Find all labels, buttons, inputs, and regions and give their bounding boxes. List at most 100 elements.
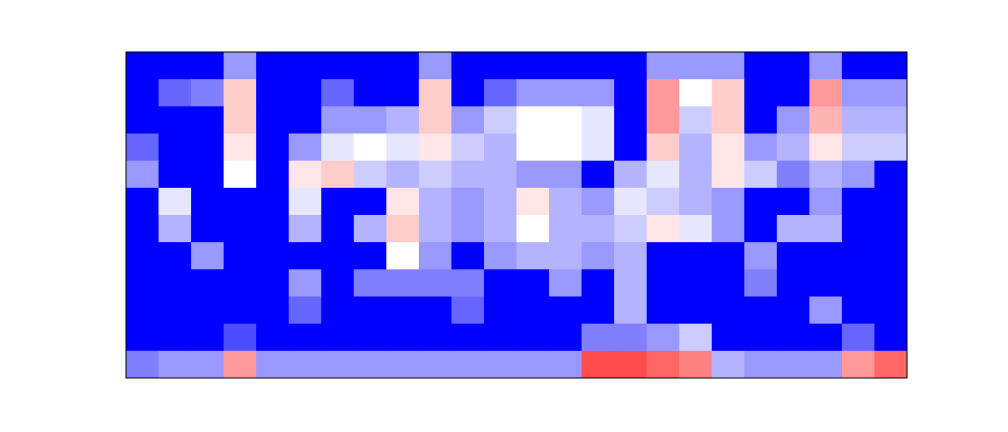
heatmap-cell	[223, 242, 257, 270]
heatmap-cell	[451, 215, 485, 243]
heatmap-cell	[776, 296, 810, 325]
heatmap-cell	[483, 79, 517, 107]
heatmap-cell	[581, 106, 615, 134]
heatmap-cell	[451, 323, 485, 352]
heatmap-cell	[874, 215, 908, 243]
heatmap-cell	[776, 79, 810, 107]
heatmap-cell	[451, 187, 485, 216]
heatmap-cell	[776, 242, 810, 270]
heatmap-cell	[418, 323, 452, 352]
heatmap-cell	[744, 187, 778, 216]
heatmap-cell	[386, 79, 420, 107]
heatmap-cell	[191, 215, 225, 243]
heatmap-cell	[614, 350, 648, 379]
heatmap-cell	[679, 52, 713, 80]
heatmap-cell	[451, 79, 485, 107]
heatmap-cell	[776, 215, 810, 243]
heatmap-cell	[809, 350, 843, 379]
heatmap-cell	[126, 323, 160, 352]
heatmap-cell	[809, 242, 843, 270]
heatmap-cell	[451, 350, 485, 379]
heatmap-cell	[679, 242, 713, 270]
heatmap-cell	[549, 133, 583, 162]
heatmap-cell	[516, 160, 550, 189]
heatmap-cell	[256, 242, 290, 270]
heatmap-cell	[321, 160, 355, 189]
heatmap-cell	[418, 106, 452, 134]
heatmap-cell	[679, 323, 713, 352]
heatmap-cell	[158, 296, 192, 325]
heatmap-cell	[418, 160, 452, 189]
heatmap-cell	[288, 323, 322, 352]
heatmap-cell	[841, 242, 875, 270]
heatmap-cell	[158, 215, 192, 243]
heatmap-cell	[451, 269, 485, 297]
heatmap-cell	[256, 187, 290, 216]
heatmap-cell	[744, 133, 778, 162]
heatmap-cell	[874, 160, 908, 189]
heatmap-cell	[256, 106, 290, 134]
heatmap-cell	[126, 187, 160, 216]
heatmap-cell	[191, 106, 225, 134]
heatmap-cell	[223, 160, 257, 189]
heatmap-cell	[288, 52, 322, 80]
heatmap-cell	[386, 187, 420, 216]
heatmap-cell	[581, 187, 615, 216]
heatmap-cell	[126, 79, 160, 107]
heatmap-cell	[288, 79, 322, 107]
heatmap-cell	[711, 296, 745, 325]
heatmap-cell	[451, 160, 485, 189]
heatmap-cell	[874, 323, 908, 352]
heatmap-cell	[191, 296, 225, 325]
heatmap-cell	[483, 296, 517, 325]
heatmap-cell	[158, 79, 192, 107]
heatmap-cell	[353, 187, 387, 216]
heatmap-cell	[223, 296, 257, 325]
heatmap-cell	[711, 160, 745, 189]
heatmap-cell	[158, 187, 192, 216]
heatmap-cell	[614, 133, 648, 162]
heatmap-cell	[386, 323, 420, 352]
heatmap-cell	[776, 187, 810, 216]
heatmap-cell	[321, 350, 355, 379]
heatmap-cell	[809, 296, 843, 325]
heatmap-cell	[581, 296, 615, 325]
heatmap-cell	[386, 242, 420, 270]
heatmap-cell	[711, 79, 745, 107]
heatmap-cell	[516, 187, 550, 216]
heatmap-cell	[744, 52, 778, 80]
heatmap-cell	[874, 133, 908, 162]
heatmap-cell	[776, 269, 810, 297]
heatmap-cell	[223, 106, 257, 134]
heatmap-cell	[191, 323, 225, 352]
heatmap-cell	[321, 215, 355, 243]
heatmap-cell	[711, 187, 745, 216]
heatmap-cell	[321, 79, 355, 107]
heatmap-cell	[776, 323, 810, 352]
heatmap-cell	[353, 350, 387, 379]
heatmap-cell	[614, 106, 648, 134]
heatmap-cell	[841, 296, 875, 325]
heatmap-cell	[646, 52, 680, 80]
heatmap-cell	[353, 52, 387, 80]
heatmap-cell	[744, 79, 778, 107]
heatmap-cell	[679, 133, 713, 162]
heatmap-cell	[614, 187, 648, 216]
heatmap-cell	[711, 133, 745, 162]
heatmap-cell	[256, 79, 290, 107]
heatmap-cell	[418, 296, 452, 325]
heatmap-cell	[191, 160, 225, 189]
heatmap-cell	[581, 160, 615, 189]
heatmap-cell	[809, 52, 843, 80]
heatmap-cell	[809, 160, 843, 189]
heatmap-cell	[191, 133, 225, 162]
heatmap-cell	[549, 242, 583, 270]
heatmap-cell	[841, 160, 875, 189]
heatmap-cell	[126, 160, 160, 189]
heatmap-cell	[158, 52, 192, 80]
heatmap-cell	[158, 242, 192, 270]
heatmap-cell	[386, 160, 420, 189]
heatmap-cell	[581, 215, 615, 243]
heatmap-cell	[646, 323, 680, 352]
heatmap-cell	[776, 106, 810, 134]
